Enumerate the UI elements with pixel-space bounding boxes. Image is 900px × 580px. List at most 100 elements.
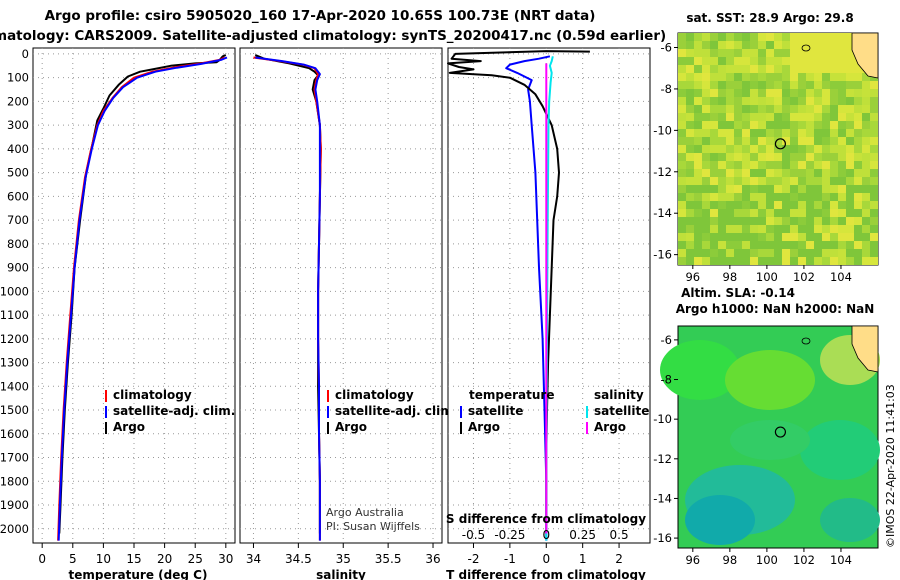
sst-map-cell bbox=[710, 201, 718, 209]
sst-map-cell bbox=[686, 73, 694, 81]
salinity-series bbox=[253, 54, 322, 541]
sst-map-cell bbox=[694, 225, 702, 233]
sla-blob bbox=[725, 350, 815, 410]
sst-map-cell bbox=[782, 233, 790, 241]
sst-map-cell bbox=[758, 193, 766, 201]
sst-map-cell bbox=[798, 233, 806, 241]
sst-map-cell bbox=[798, 153, 806, 161]
sst-map-cell bbox=[694, 169, 702, 177]
sst-map-cell bbox=[790, 137, 798, 145]
sst-map-cell bbox=[726, 193, 734, 201]
sst-map-cell bbox=[862, 249, 870, 257]
sst-map-cell bbox=[806, 81, 814, 89]
sst-map-cell bbox=[814, 161, 822, 169]
sst-map-cell bbox=[758, 49, 766, 57]
sst-map-cell bbox=[686, 177, 694, 185]
sst-map-cell bbox=[806, 233, 814, 241]
sst-map-cell bbox=[694, 161, 702, 169]
legend-header-temperature: temperature bbox=[469, 388, 554, 402]
sst-map-cell bbox=[790, 169, 798, 177]
sst-map-cell bbox=[742, 201, 750, 209]
sst-map-cell bbox=[782, 193, 790, 201]
sla-map-island bbox=[801, 337, 811, 345]
sst-map-cell bbox=[790, 257, 798, 265]
sst-map-cell bbox=[790, 145, 798, 153]
sst-map-cell bbox=[806, 185, 814, 193]
sst-map-cell bbox=[790, 121, 798, 129]
sst-map-cell bbox=[726, 209, 734, 217]
sst-map-cell bbox=[798, 201, 806, 209]
depth-tick-label: 400 bbox=[7, 142, 29, 156]
sst-map-cell bbox=[758, 169, 766, 177]
sst-map-cell bbox=[694, 121, 702, 129]
sst-map-cell bbox=[710, 97, 718, 105]
legend-argo: Argo bbox=[113, 420, 145, 434]
sst-map-cell bbox=[870, 241, 878, 249]
sst-map-cell bbox=[782, 185, 790, 193]
sst-map-cell bbox=[686, 185, 694, 193]
depth-tick-label: 900 bbox=[7, 261, 29, 275]
sst-map-cell bbox=[798, 257, 806, 265]
sst-map-cell bbox=[854, 73, 862, 81]
sst-map-cell bbox=[814, 113, 822, 121]
sst-map-cell bbox=[854, 169, 862, 177]
sst-map-cell bbox=[702, 257, 710, 265]
sst-map-cell bbox=[806, 201, 814, 209]
sst-map-cell bbox=[846, 185, 854, 193]
x-tick-label: 34 bbox=[246, 552, 261, 566]
sst-map-cell bbox=[710, 169, 718, 177]
lat-tick-label: -12 bbox=[653, 165, 672, 179]
sst-map-cell bbox=[726, 257, 734, 265]
sst-map-cell bbox=[742, 105, 750, 113]
sst-map-cell bbox=[734, 217, 742, 225]
sst-map-cell bbox=[686, 145, 694, 153]
sst-map-cell bbox=[790, 65, 798, 73]
sst-map-cell bbox=[838, 65, 846, 73]
diff-legend-t-argo: Argo bbox=[468, 420, 500, 434]
sst-map-cell bbox=[790, 81, 798, 89]
sst-map-cell bbox=[782, 41, 790, 49]
sst-map-cell bbox=[806, 49, 814, 57]
sst-map-cell bbox=[790, 33, 798, 41]
sst-map-cell bbox=[822, 249, 830, 257]
sst-map-cell bbox=[838, 169, 846, 177]
sst-map-cell bbox=[846, 89, 854, 97]
x-tick-label: 35 bbox=[336, 552, 351, 566]
sal-legend-satellite: satellite-adj. clim. bbox=[335, 404, 457, 418]
sst-map-cell bbox=[766, 137, 774, 145]
sst-map-cell bbox=[774, 97, 782, 105]
sst-map-cell bbox=[870, 137, 878, 145]
sst-map-cell bbox=[790, 225, 798, 233]
legend-header-salinity: salinity bbox=[594, 388, 644, 402]
difference-legend: temperature salinity satellite Argo sate… bbox=[460, 388, 649, 434]
sst-map-cell bbox=[734, 97, 742, 105]
sst-map-cell bbox=[742, 169, 750, 177]
sst-map-cell bbox=[854, 145, 862, 153]
sst-map-cell bbox=[718, 137, 726, 145]
sst-map-cell bbox=[750, 169, 758, 177]
sst-map-cell bbox=[678, 145, 686, 153]
difference-s-ticks: -0.5 -0.25 0 0.25 0.5 bbox=[462, 528, 629, 542]
x-tick-label: 36 bbox=[425, 552, 440, 566]
sst-map-cell bbox=[790, 185, 798, 193]
sst-map-cell bbox=[774, 169, 782, 177]
sst-map-cell bbox=[766, 209, 774, 217]
sst-map-cell bbox=[846, 193, 854, 201]
sst-map-cell bbox=[702, 73, 710, 81]
sst-map-cell bbox=[678, 193, 686, 201]
sst-map-cell bbox=[718, 169, 726, 177]
sst-map-cell bbox=[870, 201, 878, 209]
sst-map-cell bbox=[686, 217, 694, 225]
sst-map-cell bbox=[854, 241, 862, 249]
sst-map-cell bbox=[686, 209, 694, 217]
x-tick-label: 25 bbox=[188, 552, 203, 566]
sst-map-cell bbox=[702, 137, 710, 145]
sst-map-cell bbox=[726, 161, 734, 169]
sst-map-cell bbox=[702, 225, 710, 233]
sst-map-cell bbox=[774, 145, 782, 153]
sst-map-cell bbox=[830, 33, 838, 41]
series-line-satellite-adj-clim- bbox=[57, 56, 228, 541]
sst-map-cell bbox=[806, 209, 814, 217]
sst-map-cell bbox=[686, 249, 694, 257]
lat-tick-label: -10 bbox=[653, 412, 672, 426]
